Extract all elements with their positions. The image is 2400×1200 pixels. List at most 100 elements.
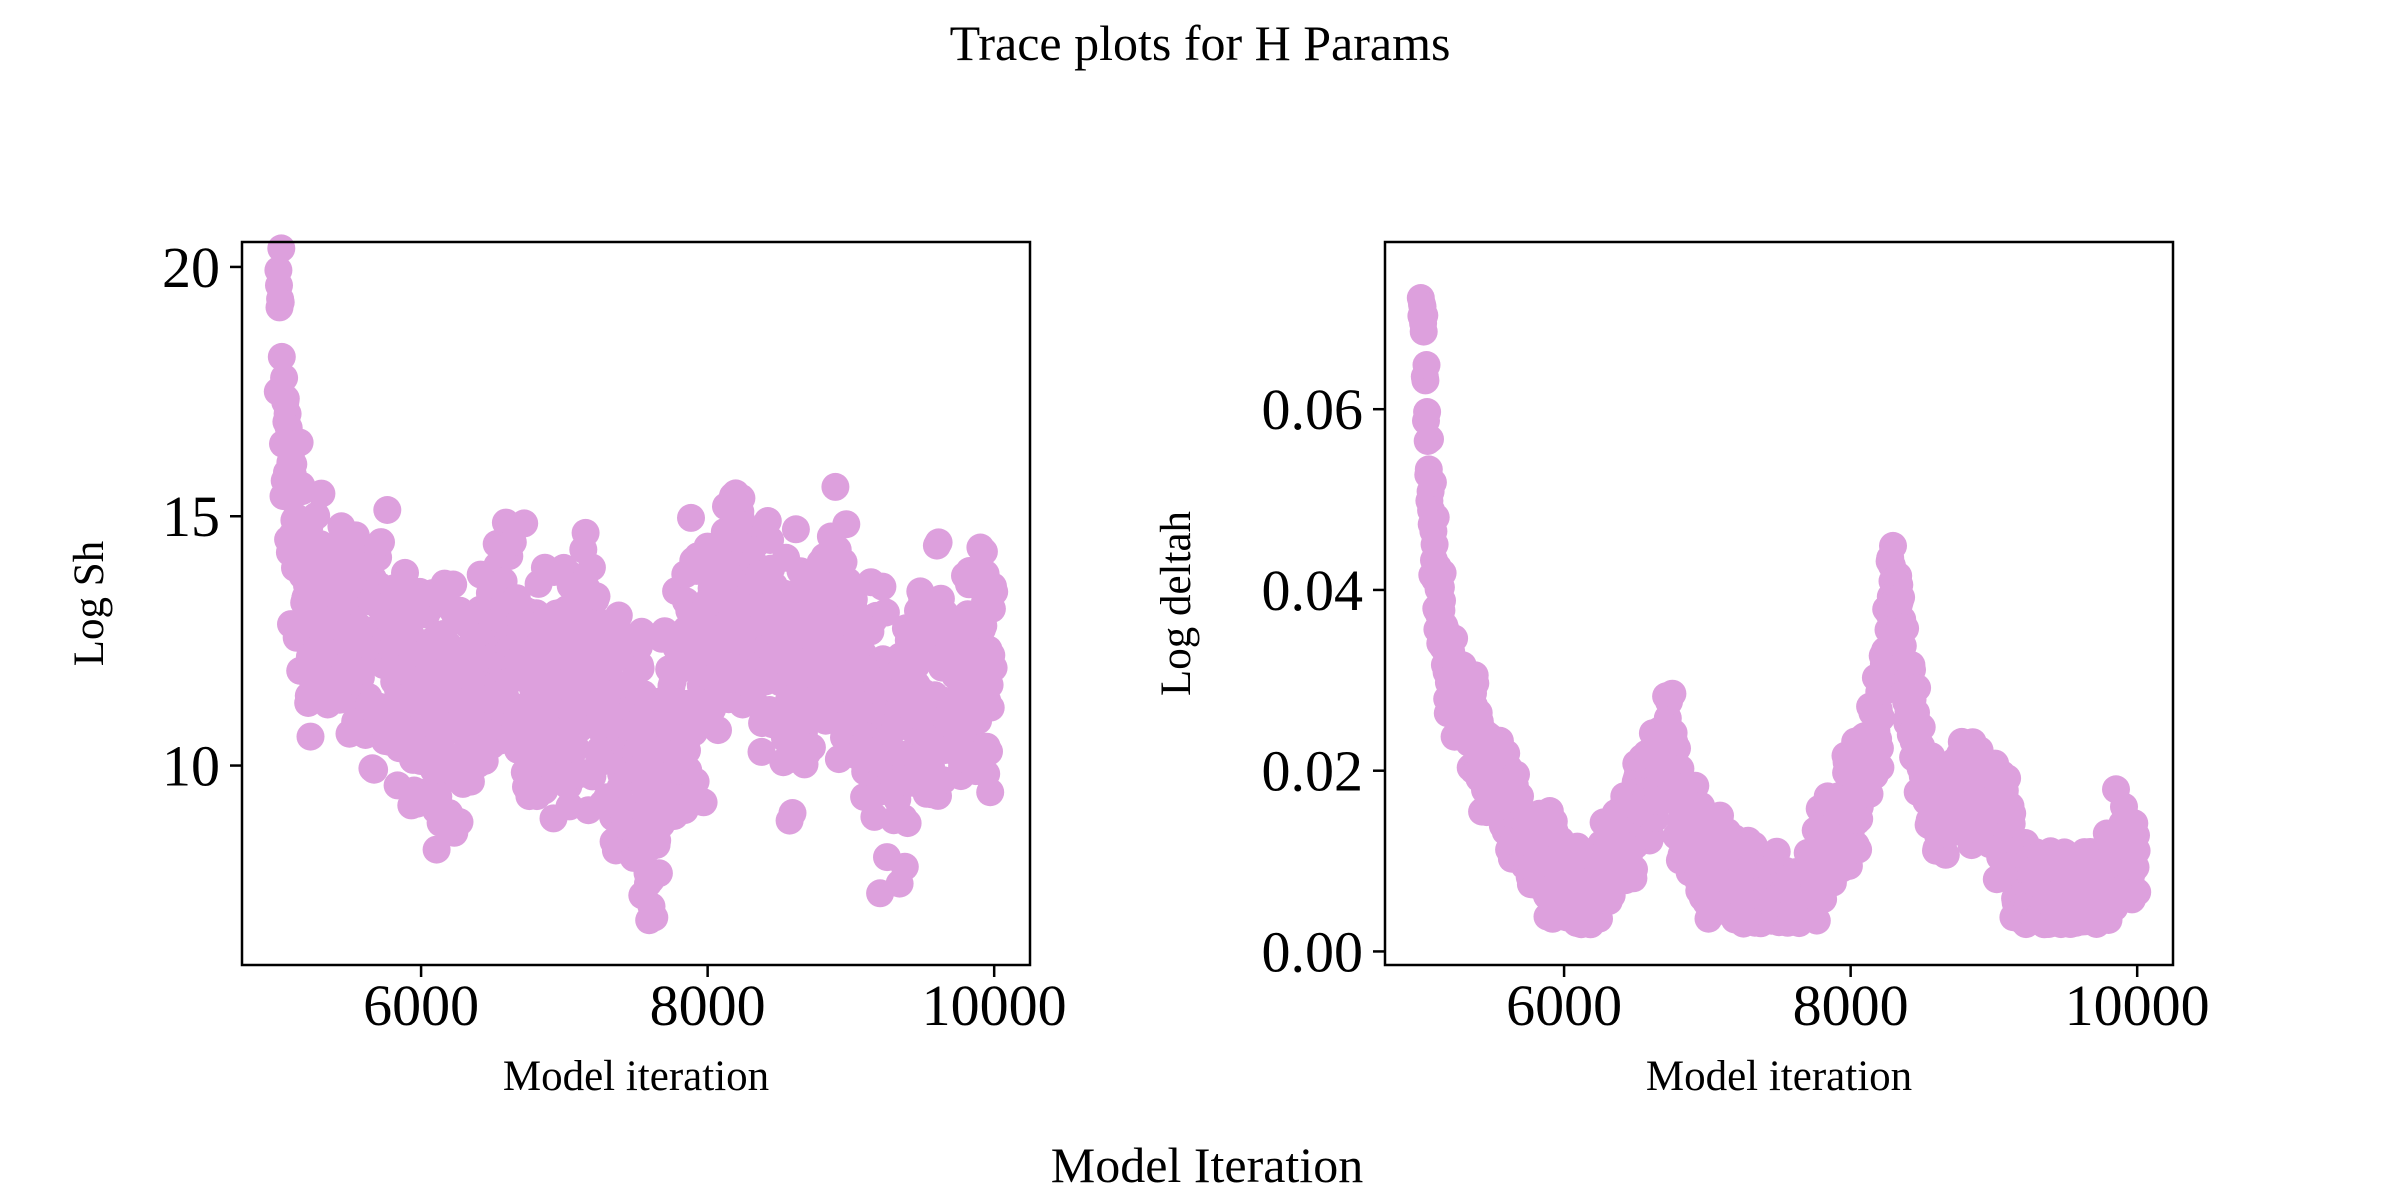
data-point bbox=[302, 501, 331, 530]
data-point bbox=[1412, 351, 1441, 379]
data-point bbox=[1998, 799, 2027, 828]
data-point bbox=[1428, 586, 1456, 615]
data-point bbox=[373, 496, 402, 524]
data-point bbox=[1931, 840, 1960, 869]
data-point bbox=[1802, 906, 1831, 935]
data-point bbox=[1421, 503, 1450, 532]
data-point bbox=[975, 737, 1003, 766]
x-tick-label: 10000 bbox=[922, 973, 1067, 1038]
data-point bbox=[1907, 713, 1936, 742]
y-axis-label: Log deltah bbox=[1153, 511, 1200, 696]
data-point bbox=[747, 737, 776, 766]
data-point bbox=[1865, 734, 1894, 763]
data-point bbox=[1866, 753, 1895, 782]
data-point bbox=[422, 835, 451, 864]
data-point bbox=[781, 515, 810, 544]
data-point bbox=[980, 577, 1009, 606]
data-point bbox=[868, 572, 897, 601]
data-point bbox=[1502, 760, 1530, 789]
data-point bbox=[1879, 531, 1907, 560]
data-point bbox=[1887, 583, 1916, 612]
data-point bbox=[1506, 782, 1534, 811]
data-point bbox=[1420, 530, 1449, 559]
data-point bbox=[1891, 614, 1920, 643]
scatter-points-sh bbox=[263, 234, 1009, 935]
data-point bbox=[890, 852, 919, 881]
y-axis-label: Log Sh bbox=[66, 541, 113, 666]
data-point bbox=[267, 342, 296, 371]
data-point bbox=[1440, 624, 1469, 653]
data-point bbox=[821, 472, 850, 501]
data-point bbox=[969, 537, 998, 566]
data-point bbox=[626, 654, 655, 683]
x-tick-label: 10000 bbox=[2065, 973, 2210, 1038]
data-point bbox=[391, 558, 419, 587]
data-point bbox=[367, 528, 395, 557]
figure-title: Trace plots for H Params bbox=[950, 15, 1451, 71]
data-point bbox=[577, 553, 606, 582]
data-point bbox=[1428, 559, 1457, 587]
data-point bbox=[797, 733, 826, 762]
subplot-deltah: 6000 8000 10000 0.00 0.02 0.04 0.06 Model itera… bbox=[1153, 240, 2210, 1100]
data-point bbox=[704, 716, 732, 745]
data-point bbox=[1461, 669, 1490, 698]
data-point bbox=[571, 518, 600, 547]
y-tick-label: 15 bbox=[162, 484, 220, 549]
data-point bbox=[976, 778, 1005, 807]
y-tick-label: 20 bbox=[162, 235, 220, 300]
data-point bbox=[285, 428, 314, 457]
data-point bbox=[296, 722, 325, 751]
figure-xlabel: Model Iteration bbox=[1051, 1137, 1363, 1193]
data-point bbox=[2050, 838, 2079, 867]
x-tick-label: 6000 bbox=[363, 973, 479, 1038]
data-point bbox=[1658, 679, 1687, 708]
data-point bbox=[677, 503, 705, 532]
data-point bbox=[360, 755, 389, 784]
data-point bbox=[976, 693, 1005, 722]
data-point bbox=[756, 526, 785, 554]
data-point bbox=[1620, 855, 1648, 884]
axes-frame-sh bbox=[240, 240, 1032, 967]
y-tick-label: 0.04 bbox=[1262, 558, 1364, 623]
data-point bbox=[778, 799, 807, 827]
data-point bbox=[307, 479, 336, 508]
data-point bbox=[893, 809, 922, 838]
scatter-points-deltah bbox=[1406, 284, 2152, 939]
data-point bbox=[1416, 425, 1444, 454]
data-point bbox=[1993, 764, 2022, 793]
x-axis-label: Model iteration bbox=[503, 1053, 769, 1100]
data-point bbox=[1413, 398, 1442, 426]
data-point bbox=[267, 234, 296, 263]
data-point bbox=[604, 601, 633, 630]
data-point bbox=[445, 808, 474, 836]
data-point bbox=[871, 598, 900, 627]
data-point bbox=[510, 509, 539, 538]
data-point bbox=[644, 859, 673, 888]
subplot-sh: 6000 8000 10000 10 15 20 Model iteration Log Sh bbox=[66, 234, 1067, 1100]
data-point bbox=[924, 528, 953, 557]
data-point bbox=[266, 288, 295, 317]
data-point bbox=[1903, 673, 1932, 702]
data-point bbox=[640, 903, 669, 932]
data-point bbox=[439, 570, 468, 599]
y-tick-label: 10 bbox=[162, 734, 220, 799]
data-point bbox=[279, 450, 308, 479]
axes-frame-deltah bbox=[1383, 240, 2175, 967]
subplots: 6000 8000 10000 10 15 20 Model iteration Log Sh… bbox=[66, 234, 2210, 1100]
x-tick-label: 6000 bbox=[1506, 973, 1622, 1038]
data-point bbox=[270, 363, 299, 392]
data-point bbox=[689, 788, 718, 817]
data-point bbox=[832, 510, 861, 539]
y-tick-label: 0.06 bbox=[1262, 377, 1364, 442]
data-point bbox=[727, 484, 756, 513]
data-point bbox=[979, 653, 1008, 682]
data-point bbox=[1410, 301, 1439, 330]
data-point bbox=[1844, 835, 1873, 864]
data-point bbox=[2122, 836, 2151, 865]
data-point bbox=[2123, 878, 2152, 907]
x-axis-label: Model iteration bbox=[1646, 1053, 1912, 1100]
data-point bbox=[1418, 468, 1447, 497]
data-point bbox=[582, 582, 611, 611]
data-point bbox=[1867, 703, 1895, 732]
